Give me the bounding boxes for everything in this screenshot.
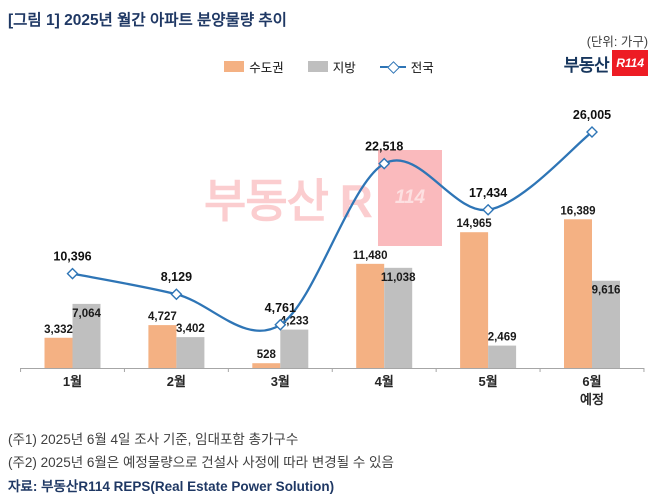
line-marker-icon (378, 157, 391, 170)
x-axis-label: 2월 (167, 374, 186, 389)
x-axis-label: 5월 (478, 374, 497, 389)
bar-지방 (592, 280, 620, 368)
bar-수도권 (356, 263, 385, 368)
line-marker-icon (66, 267, 79, 280)
bar-지방 (488, 345, 517, 368)
bar-value-label: 11,038 (381, 272, 416, 284)
line-value-label: 22,518 (365, 140, 403, 154)
line-marker-icon (586, 126, 598, 139)
legend-label-jeonguk: 전국 (410, 61, 434, 75)
logo-text: 부동산 (563, 55, 610, 75)
bar-value-label: 11,480 (353, 250, 388, 262)
chart-legend: 수도권 지방 전국 (0, 57, 658, 76)
footnote-2: (주2) 2025년 6월은 예정물량으로 건설사 사정에 따라 변경될 수 있… (8, 455, 394, 470)
bar-지방 (280, 329, 309, 368)
bar-지방 (384, 267, 413, 368)
page-title: [그림 1] 2025년 월간 아파트 분양물량 추이 (8, 12, 287, 29)
bar-value-label: 528 (257, 349, 277, 361)
legend-swatch-jibang (307, 61, 328, 72)
bar-value-label: 3,402 (176, 323, 205, 335)
chart-canvas: 3,332 4,727 528 11,480 14,965 16,389 7,064 3,40… (20, 108, 645, 407)
line-value-label: 4,761 (265, 301, 296, 315)
bar-수도권 (564, 219, 592, 368)
footnote-1: (주1) 2025년 6월 4일 조사 기준, 임대포함 총가구수 (8, 432, 299, 447)
r114-logo: 부동산 R114 (564, 50, 648, 76)
x-axis-label: 1월 (63, 374, 82, 389)
source-line: 자료: 부동산R114 REPS(Real Estate Power Solut… (8, 479, 335, 494)
x-axis-label: 4월 (375, 374, 394, 389)
line-marker-icon (170, 288, 183, 301)
line-전국 (72, 131, 593, 332)
line-marker-icon (482, 203, 495, 216)
x-axis-label: 6월 (582, 374, 601, 389)
bar-value-label: 2,469 (488, 332, 517, 344)
line-value-label: 17,434 (469, 186, 507, 200)
bar-수도권 (252, 363, 281, 368)
bar-수도권 (460, 232, 489, 368)
legend-item-jibang: 지방 (307, 57, 356, 76)
bar-지방 (176, 337, 205, 368)
bar-value-label: 14,965 (457, 218, 493, 230)
bar-value-label: 16,389 (560, 205, 595, 217)
x-axis-sublabel: 예정 (580, 392, 604, 407)
bar-value-label: 3,332 (44, 324, 73, 336)
bar-value-label: 9,616 (592, 285, 621, 297)
legend-label-jibang: 지방 (332, 61, 356, 75)
legend-label-sudogwon: 수도권 (249, 61, 284, 75)
bar-value-label: 4,727 (148, 311, 177, 323)
bar-수도권 (148, 325, 177, 368)
legend-line-marker-icon (379, 60, 406, 74)
bar-수도권 (44, 337, 73, 368)
unit-label: (단위: 가구) (586, 35, 648, 49)
bar-value-label: 7,064 (72, 308, 101, 320)
line-value-label: 26,005 (573, 108, 611, 122)
legend-item-jeonguk: 전국 (379, 57, 434, 76)
logo-badge: R114 (612, 50, 648, 76)
bar-지방 (72, 303, 101, 368)
line-value-label: 8,129 (161, 270, 192, 284)
legend-item-sudogwon: 수도권 (224, 57, 284, 76)
watermark-badge: 114 (377, 150, 442, 246)
line-value-label: 10,396 (53, 250, 91, 264)
line-marker-icon (274, 318, 287, 331)
x-axis-label: 3월 (271, 374, 290, 389)
legend-swatch-sudogwon (224, 61, 245, 72)
